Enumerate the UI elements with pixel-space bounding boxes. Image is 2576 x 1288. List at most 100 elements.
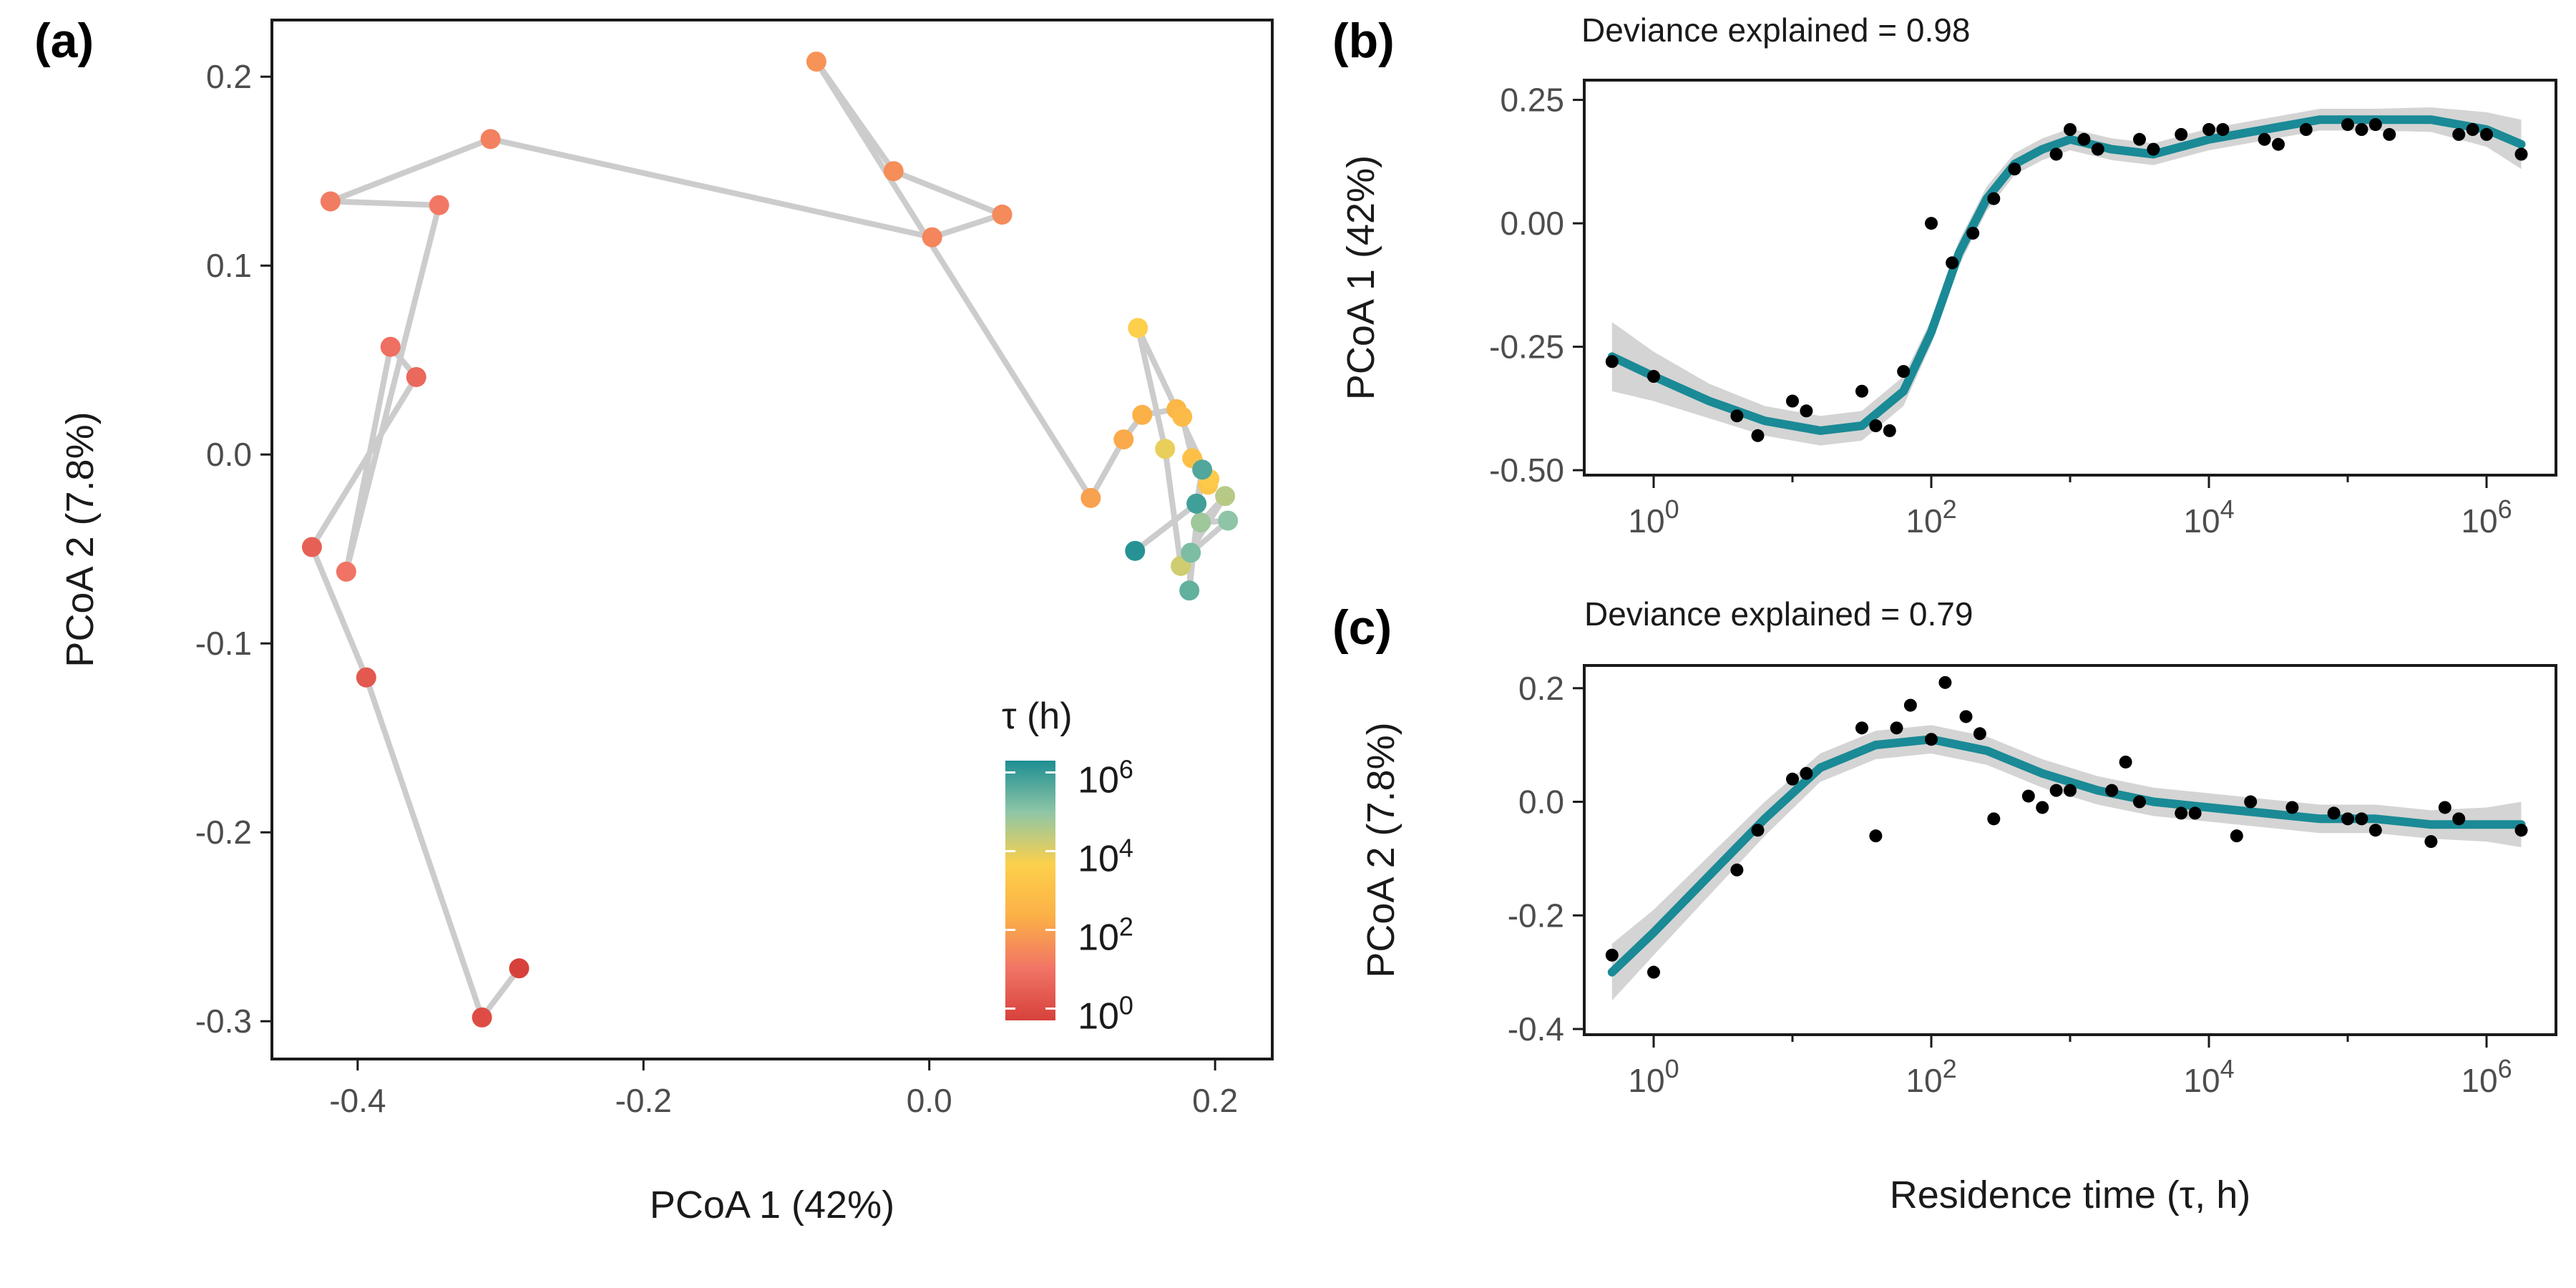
panel-b-point [1987, 192, 2001, 205]
panel-a-y-tick-label: -0.3 [195, 1002, 252, 1040]
panel-c-deviance-annotation: Deviance explained = 0.79 [1584, 595, 1973, 633]
panel-b-point [2383, 127, 2396, 141]
panel-b-x-tick-label-base: 10 [2461, 502, 2497, 540]
panel-a-point [1080, 487, 1101, 508]
panel-c-point [2285, 801, 2299, 814]
panel-a-y-tick-label: 0.1 [206, 247, 252, 284]
legend-tick-label-base: 10 [1078, 839, 1119, 880]
panel-c-point [2036, 801, 2049, 814]
panel-c-point [1800, 766, 1813, 780]
panel-a-point [1215, 486, 1236, 507]
panel-a-point [472, 1007, 492, 1028]
panel-b-x-tick-label-exponent: 6 [2498, 494, 2512, 524]
panel-b-fit-curve [1607, 115, 2526, 435]
panel-c-point [1647, 965, 1660, 979]
panel-b-x-tick-label-exponent: 0 [1665, 494, 1679, 524]
panel-label-b: (b) [1332, 14, 1395, 68]
panel-b-point [1730, 409, 1744, 423]
panel-b-point [2133, 132, 2146, 146]
panel-c-x-tick-label: 100 [1628, 1054, 1679, 1099]
panel-a-y-tick-label: -0.1 [195, 625, 252, 662]
panel-a-point [1125, 540, 1146, 561]
panel-c-y-axis-title: PCoA 2 (7.8%) [1360, 722, 1402, 977]
panel-c-point [2064, 784, 2077, 797]
panel-b-x-tick-label: 104 [2183, 494, 2234, 540]
panel-a-point [301, 537, 322, 557]
panel-c-point [2105, 784, 2119, 797]
panel-a-point [883, 161, 904, 182]
panel-b-point [2480, 127, 2493, 141]
panel-c-x-tick-label-base: 10 [1628, 1062, 1664, 1099]
panel-b-y-tick-label: -0.50 [1489, 452, 1564, 489]
legend-tick-label-exponent: 4 [1119, 834, 1133, 863]
panel-c-x-tick-label-exponent: 4 [2220, 1054, 2235, 1083]
panel-a-y-tick-label: -0.2 [195, 814, 252, 851]
panel-b-point [2216, 123, 2230, 136]
panel-c-pcoa2-fit: Deviance explained = 0.79 -0.4 -0.2 0.0 0.2 1… [1360, 595, 2557, 1216]
panel-b-x-tick-label: 106 [2461, 494, 2512, 540]
panel-a-point [1218, 510, 1239, 531]
panel-c-point [2133, 795, 2146, 809]
legend-title: τ (h) [1002, 696, 1073, 737]
panel-b-point [1605, 355, 1619, 369]
panel-c-point [2119, 755, 2132, 769]
panel-a-point [1179, 580, 1200, 601]
panel-b-x-tick-label-exponent: 2 [1943, 494, 1957, 524]
panel-c-point [1973, 727, 1986, 741]
panel-b-point [2064, 123, 2077, 136]
panel-b-x-tick-label-exponent: 4 [2220, 494, 2235, 524]
panel-b-point [1925, 217, 1938, 230]
panel-c-x-axis-title: Residence time (τ, h) [1890, 1174, 2251, 1216]
panel-a-point [1113, 429, 1134, 450]
panel-c-point [1925, 733, 1938, 746]
panel-a-y-tick-label: 0.2 [206, 58, 252, 95]
panel-a-x-tick-label: 0.2 [1192, 1082, 1238, 1119]
panel-b-point [1855, 384, 1868, 398]
legend-tick-label-exponent: 2 [1119, 912, 1133, 942]
legend-tick-label: 104 [1078, 834, 1133, 880]
panel-b-point [2355, 123, 2368, 136]
panel-a-point [1191, 512, 1211, 533]
panel-b-y-tick-label: 0.00 [1500, 205, 1564, 242]
panel-c-point [2355, 812, 2368, 826]
panel-b-x-tick-label-base: 10 [1628, 502, 1664, 540]
panel-c-point [1890, 721, 1903, 735]
panel-b-point [2049, 147, 2063, 161]
panel-a-x-tick-label: -0.2 [615, 1082, 672, 1119]
legend-tick-label: 102 [1078, 912, 1133, 959]
panel-c-x-tick-label: 102 [1906, 1054, 1956, 1099]
panel-b-point [1751, 429, 1765, 442]
legend-tick-label-base: 10 [1078, 760, 1119, 801]
panel-c-point [2244, 795, 2258, 809]
panel-c-point [1605, 948, 1619, 962]
panel-b-point [2077, 132, 2091, 146]
panel-b-point [1647, 370, 1660, 383]
panel-c-point [1869, 829, 1883, 843]
panel-c-point [2230, 829, 2243, 843]
panel-c-point [1903, 698, 1917, 712]
panel-b-deviance-annotation: Deviance explained = 0.98 [1581, 11, 1970, 49]
panel-a-x-tick-label: -0.4 [329, 1082, 386, 1119]
panel-a-point [922, 227, 942, 248]
panel-c-point [2424, 835, 2438, 849]
panel-c-point [1987, 812, 2001, 826]
panel-a-x-tick-label: 0.0 [907, 1082, 952, 1119]
panel-c-point [1786, 772, 1799, 786]
panel-b-point [2258, 132, 2271, 146]
panel-a-point [1172, 406, 1193, 427]
panel-c-x-tick-label: 106 [2461, 1054, 2512, 1099]
panel-c-point [2514, 824, 2528, 837]
panel-c-point [2438, 801, 2451, 814]
panel-a-point [806, 52, 826, 72]
panel-b-point [2272, 137, 2285, 151]
panel-b-y-tick-label: 0.25 [1500, 82, 1564, 119]
panel-b-point [1786, 394, 1799, 408]
panel-b-point [2368, 118, 2382, 132]
panel-a-point [992, 204, 1013, 225]
panel-c-y-tick-label: -0.4 [1508, 1010, 1564, 1048]
panel-c-point [2452, 812, 2466, 826]
panel-a-point [1181, 542, 1201, 563]
panel-c-point [2175, 806, 2188, 820]
panel-c-x-tick-label-exponent: 2 [1943, 1054, 1957, 1083]
legend-tick-label-exponent: 6 [1119, 755, 1133, 784]
